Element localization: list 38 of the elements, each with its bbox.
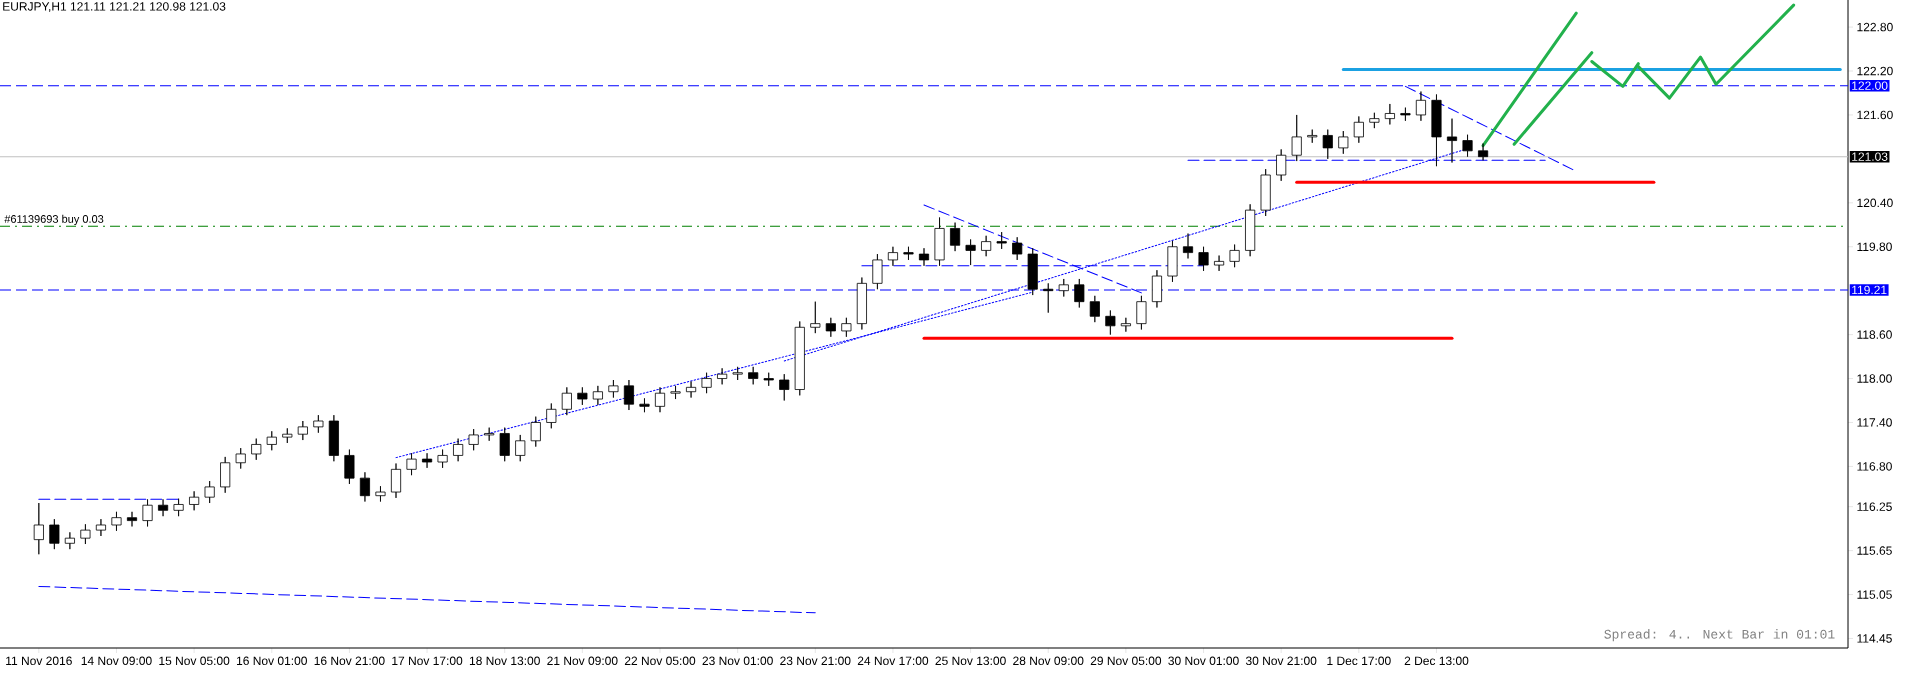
y-tick-label: 116.25 [1857, 502, 1892, 511]
x-tick-label: 16 Nov 01:00 [236, 656, 307, 666]
y-tick-label: 120.40 [1857, 198, 1893, 208]
y-tick-label: 117.40 [1857, 418, 1892, 427]
ref-line-label: 121.03 [1852, 152, 1888, 161]
y-tick-label: 115.05 [1857, 590, 1892, 599]
x-tick-label: 17 Nov 17:00 [392, 656, 463, 666]
y-tick-label: 115.65 [1857, 546, 1892, 555]
y-tick-label: 119.80 [1857, 242, 1892, 251]
y-tick-label: 121.60 [1857, 110, 1893, 120]
x-tick-label: 18 Nov 13:00 [469, 656, 540, 666]
x-tick-label: 21 Nov 09:00 [547, 656, 618, 666]
chart-title: EURJPY,H1 121.11 121.21 120.98 121.03 [3, 2, 226, 13]
y-tick-label: 122.20 [1857, 66, 1893, 76]
x-tick-label: 14 Nov 09:00 [81, 656, 152, 666]
x-tick-label: 16 Nov 21:00 [314, 656, 385, 666]
x-tick-label: 24 Nov 17:00 [857, 656, 929, 666]
x-tick-label: 30 Nov 21:00 [1245, 656, 1317, 666]
x-tick-label: 30 Nov 01:00 [1168, 656, 1239, 666]
x-tick-label: 2 Dec 13:00 [1404, 656, 1469, 666]
y-tick-label: 118.00 [1857, 374, 1892, 383]
y-tick-label: 116.80 [1857, 462, 1892, 471]
x-tick-label: 23 Nov 01:00 [702, 656, 773, 666]
x-tick-label: 23 Nov 21:00 [780, 656, 851, 666]
ref-line-label: 119.21 [1852, 285, 1887, 295]
y-tick-label: 114.45 [1857, 634, 1892, 643]
ref-line-label: #61139693 buy 0.03 [4, 214, 104, 226]
x-tick-label: 29 Nov 05:00 [1090, 656, 1162, 666]
x-tick-label: 28 Nov 09:00 [1013, 656, 1084, 666]
y-tick-label: 122.80 [1857, 22, 1893, 32]
y-tick-label: 118.60 [1857, 330, 1892, 339]
x-tick-label: 11 Nov 2016 [6, 656, 72, 666]
x-tick-label: 25 Nov 13:00 [935, 656, 1006, 666]
x-tick-label: 15 Nov 05:00 [159, 656, 230, 666]
ref-line-label: 122.00 [1852, 81, 1888, 90]
x-tick-label: 22 Nov 05:00 [624, 656, 696, 666]
annotation: Spread: 4.. Next Bar in 01:01 [1604, 629, 1835, 642]
x-tick-label: 1 Dec 17:00 [1327, 656, 1391, 666]
